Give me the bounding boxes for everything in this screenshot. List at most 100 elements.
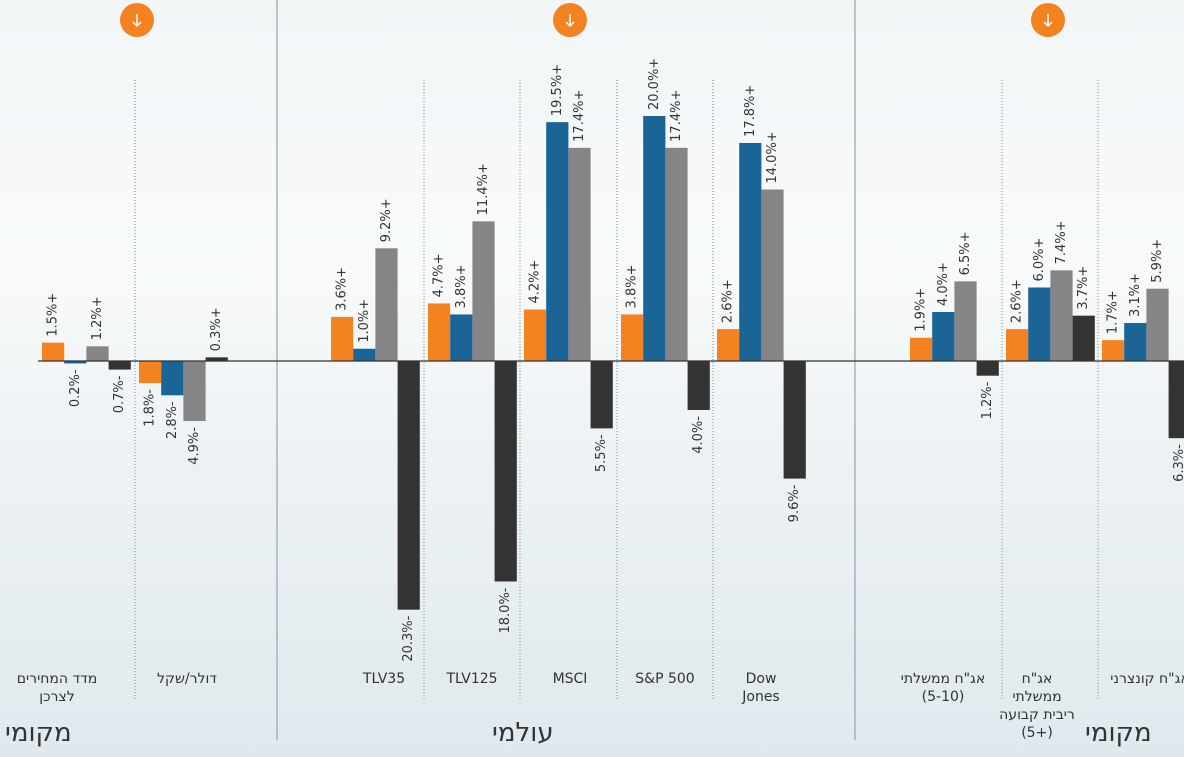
bar <box>472 221 495 361</box>
bar <box>643 116 666 361</box>
value-label: 3.6%+ <box>335 267 350 311</box>
value-label: 3.7%+ <box>1076 266 1091 310</box>
bar <box>205 357 228 361</box>
bar <box>494 361 517 582</box>
bar <box>86 346 109 361</box>
bar <box>450 314 473 361</box>
category-label: TLV35 <box>362 671 406 687</box>
bar <box>331 316 354 361</box>
value-label: 11.4%+ <box>476 163 491 215</box>
scroll-button[interactable] <box>120 3 154 37</box>
bar <box>976 361 999 376</box>
bar <box>932 312 955 361</box>
bar <box>524 309 547 361</box>
category-label: מדד המחירים לצרכן <box>16 671 98 705</box>
value-label: 3.1%+ <box>1128 273 1143 317</box>
bars: 1.5%+ 0.2%- 1.2%+ 0.7%- 1.8%- 2.8%- 4.9%- 0.3%+… <box>42 58 1184 662</box>
value-label: 17.4%+ <box>572 90 587 142</box>
bar <box>353 348 376 361</box>
bar <box>161 361 184 396</box>
bar <box>687 361 710 410</box>
value-label: 1.2%- <box>980 381 995 419</box>
bar <box>621 314 644 361</box>
bar <box>546 122 569 361</box>
bar <box>910 337 933 361</box>
arrow-icon <box>565 14 575 28</box>
value-label: 7.4%+ <box>1054 220 1069 264</box>
value-label: 1.8%- <box>143 389 158 427</box>
scroll-button[interactable] <box>553 3 587 37</box>
bar <box>108 361 131 370</box>
scroll-button[interactable] <box>1031 3 1065 37</box>
value-label: 6.0%+ <box>1032 238 1047 282</box>
bar <box>139 361 162 384</box>
value-label: 4.9%- <box>187 427 202 465</box>
category-label: דולר/שקל <box>157 671 217 687</box>
bar <box>1006 329 1029 361</box>
bar <box>590 361 613 429</box>
value-label: 4.7%+ <box>432 254 447 298</box>
bar <box>665 147 688 361</box>
bar <box>739 142 762 361</box>
arrow-icon <box>132 14 142 28</box>
category-label: אג"ח ממשלתי ריבית קבועה (+5) <box>999 671 1075 741</box>
value-label: 1.5%+ <box>46 293 61 337</box>
group-label: מקומי <box>5 718 72 748</box>
group-label: מקומי <box>1085 718 1152 748</box>
bar <box>954 281 977 361</box>
value-label: 17.8%+ <box>743 85 758 137</box>
value-label: 0.3%+ <box>209 307 224 351</box>
value-label: 1.9%+ <box>914 288 929 332</box>
separators <box>134 80 1099 700</box>
category-label: אג"ח ממשלתי (5-10) <box>900 671 986 705</box>
value-label: 2.8%- <box>165 401 180 439</box>
value-label: 9.6%- <box>787 484 802 522</box>
value-label: 1.0%+ <box>357 299 372 343</box>
category-label: S&P 500 <box>635 671 695 687</box>
value-label: 1.7%+ <box>1106 290 1121 334</box>
category-label: Dow Jones <box>742 671 780 705</box>
value-label: 18.0%- <box>498 587 513 633</box>
bar <box>1028 287 1051 361</box>
value-label: 17.4%+ <box>669 90 684 142</box>
arrow-icon <box>1043 14 1053 28</box>
bar <box>183 361 206 422</box>
category-label: TLV125 <box>446 671 498 687</box>
bar <box>64 361 87 364</box>
value-label: 4.0%+ <box>936 262 951 306</box>
value-label: 3.8%+ <box>454 265 469 309</box>
bar <box>1050 270 1073 361</box>
value-label: 20.0%+ <box>647 58 662 110</box>
bar <box>397 361 420 610</box>
value-label: 0.2%- <box>68 369 83 407</box>
value-label: 4.2%+ <box>528 260 543 304</box>
bar <box>1146 288 1169 361</box>
bar <box>1102 340 1125 361</box>
value-label: 6.5%+ <box>958 231 973 275</box>
category-label: MSCI <box>552 671 588 687</box>
value-label: 6.3%- <box>1172 444 1184 482</box>
value-label: 14.0%+ <box>765 131 780 183</box>
value-label: 19.5%+ <box>550 64 565 116</box>
bar <box>1072 315 1095 361</box>
value-label: 5.5%- <box>594 434 609 472</box>
bar <box>761 189 784 361</box>
bar <box>1124 323 1147 361</box>
value-label: 0.7%- <box>112 375 127 413</box>
category-label: אג"ח קונצרני <box>1110 671 1184 687</box>
value-label: 9.2%+ <box>379 198 394 242</box>
value-label: 5.9%+ <box>1150 239 1165 283</box>
value-label: 4.0%- <box>691 416 706 454</box>
value-label: 3.8%+ <box>625 265 640 309</box>
bar <box>428 303 451 361</box>
bar <box>568 147 591 361</box>
group-label: עולמי <box>492 718 554 748</box>
value-label: 2.6%+ <box>721 279 736 323</box>
value-label: 20.3%- <box>401 615 416 661</box>
bar <box>1168 361 1184 439</box>
bar <box>375 248 398 361</box>
bar <box>42 342 65 361</box>
value-label: 2.6%+ <box>1010 279 1025 323</box>
